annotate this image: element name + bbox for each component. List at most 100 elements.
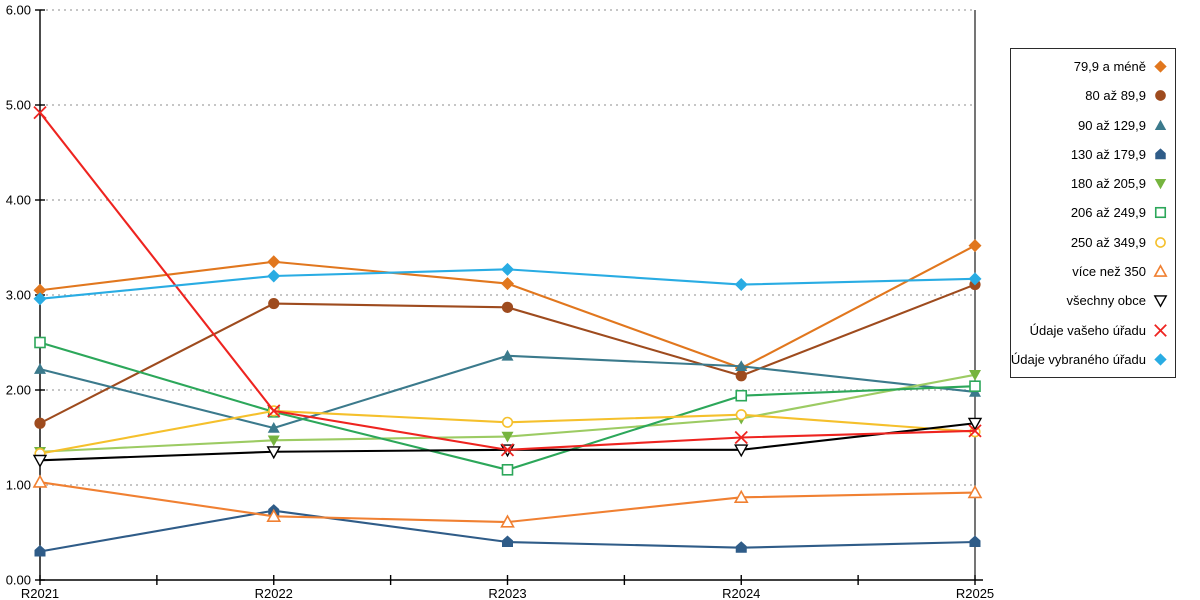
- marker-x: [267, 404, 281, 418]
- marker-triangle-up: [32, 474, 48, 488]
- legend-item: 90 až 129,9: [1015, 111, 1168, 139]
- marker-circle-open: [1155, 236, 1166, 248]
- y-axis-tick-label: 6.00: [6, 3, 31, 18]
- marker-pentagon: [735, 541, 747, 553]
- y-axis-tick-label: 3.00: [6, 288, 31, 303]
- y-axis-tick-label: 1.00: [6, 478, 31, 493]
- marker-triangle-down: [266, 446, 281, 460]
- marker-pentagon: [1155, 148, 1166, 160]
- legend-marker-icon: [1154, 119, 1167, 130]
- marker-circle-open: [735, 409, 747, 421]
- legend-item-label: Údaje vašeho úřadu: [1029, 322, 1146, 338]
- legend-item-label: 79,9 a méně: [1073, 59, 1146, 75]
- marker-x-stroke: [33, 105, 47, 120]
- marker-circle: [735, 370, 747, 382]
- legend-item: Údaje vybraného úřadu: [1011, 345, 1168, 373]
- marker-diamond: [267, 269, 281, 283]
- marker-triangle-down: [1154, 179, 1167, 190]
- marker-triangle-up: [1153, 264, 1168, 277]
- y-axis-tick-label: 2.00: [6, 383, 31, 398]
- marker-triangle-up: [1154, 119, 1167, 130]
- marker-circle: [34, 417, 46, 429]
- legend-item-label: 80 až 89,9: [1085, 88, 1146, 104]
- marker-diamond: [267, 255, 281, 269]
- marker-triangle-up: [733, 489, 749, 503]
- marker-x-stroke: [734, 430, 748, 445]
- marker-x-stroke: [500, 443, 515, 457]
- legend-item-label: 90 až 129,9: [1078, 117, 1146, 133]
- legend-item-label: 180 až 205,9: [1070, 176, 1146, 192]
- marker-x: [33, 105, 47, 120]
- legend-marker-icon: [1155, 236, 1166, 248]
- marker-triangle-up: [735, 360, 748, 372]
- marker-x: [500, 443, 515, 457]
- marker-square-open: [969, 380, 981, 393]
- marker-x: [734, 430, 748, 445]
- legend-item-label: 250 až 349,9: [1070, 234, 1146, 250]
- legend-item-label: Údaje vybraného úřadu: [1010, 351, 1146, 367]
- marker-triangle-up: [500, 514, 515, 528]
- legend-item: 80 až 89,9: [1015, 82, 1168, 110]
- y-axis-tick-label: 5.00: [6, 98, 31, 113]
- marker-square-open: [34, 336, 46, 349]
- marker-triangle-down: [501, 431, 514, 443]
- legend-item-label: 130 až 179,9: [1070, 146, 1146, 162]
- marker-diamond: [1154, 60, 1167, 73]
- legend-item: 79,9 a méně: [1015, 53, 1168, 81]
- legend-item: 180 až 205,9: [1015, 170, 1168, 198]
- marker-triangle-up: [266, 508, 282, 522]
- marker-square-open: [735, 389, 748, 402]
- marker-x: [1154, 323, 1167, 337]
- x-axis-tick-label: R2023: [488, 586, 526, 600]
- marker-triangle-up: [267, 422, 280, 433]
- y-axis-tick-label: 0.00: [6, 573, 31, 588]
- legend-item: více než 350: [1015, 257, 1168, 285]
- marker-x: [968, 424, 982, 438]
- x-axis-tick-label: R2022: [255, 586, 293, 600]
- marker-pentagon: [969, 535, 981, 547]
- marker-triangle-down: [267, 435, 280, 447]
- legend-marker-icon: [1154, 179, 1167, 190]
- marker-diamond: [968, 272, 982, 286]
- legend-item: 130 až 179,9: [1015, 140, 1168, 168]
- x-axis-tick-label: R2025: [956, 586, 994, 600]
- marker-diamond: [968, 239, 982, 253]
- marker-diamond: [33, 292, 47, 306]
- legend-marker-icon: [1154, 353, 1167, 366]
- marker-circle: [501, 301, 514, 313]
- legend-marker-icon: [1155, 148, 1166, 160]
- legend-marker-icon: [1153, 295, 1168, 308]
- marker-x-stroke: [267, 404, 281, 418]
- legend: 79,9 a méně 80 až 89,9 90 až 129,9 130 až 1…: [1010, 48, 1176, 378]
- marker-diamond: [1154, 353, 1167, 366]
- legend-item-label: všechny obce: [1066, 293, 1147, 309]
- marker-x-stroke: [968, 424, 982, 438]
- marker-triangle-down: [32, 454, 48, 468]
- marker-pentagon: [34, 545, 46, 557]
- marker-circle-open: [501, 416, 514, 428]
- legend-item: Údaje vašeho úřadu: [1015, 316, 1168, 344]
- marker-triangle-down: [734, 444, 749, 458]
- legend-item-label: 206 až 249,9: [1070, 205, 1146, 221]
- marker-triangle-up: [501, 349, 514, 361]
- legend-marker-icon: [1153, 264, 1168, 277]
- marker-triangle-down: [969, 370, 981, 381]
- x-axis-tick-label: R2021: [21, 586, 59, 600]
- x-axis-tick-label: R2024: [722, 586, 760, 600]
- legend-item: 206 až 249,9: [1015, 199, 1168, 227]
- marker-diamond: [734, 278, 748, 292]
- marker-triangle-down: [967, 417, 983, 431]
- marker-circle: [1155, 90, 1166, 102]
- marker-diamond: [501, 262, 514, 276]
- marker-diamond: [33, 283, 47, 297]
- legend-marker-icon: [1154, 207, 1167, 219]
- marker-diamond: [501, 277, 514, 291]
- marker-circle: [268, 297, 280, 310]
- marker-triangle-up: [967, 484, 983, 499]
- marker-triangle-down: [1153, 295, 1168, 308]
- legend-item-label: více než 350: [1072, 263, 1146, 279]
- marker-square-open: [501, 463, 514, 476]
- marker-triangle-up: [34, 363, 46, 374]
- y-axis-tick-label: 4.00: [6, 193, 31, 208]
